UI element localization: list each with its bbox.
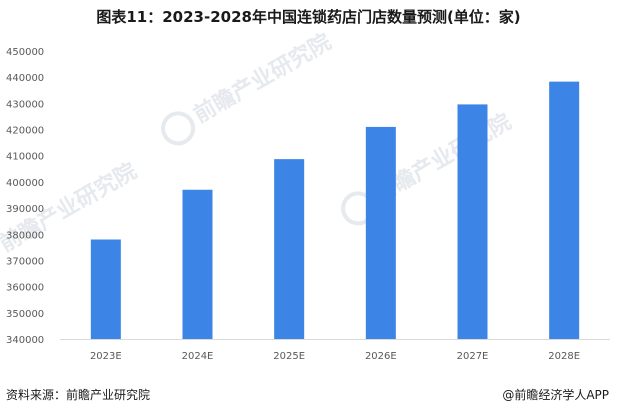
source-note: 资料来源：前瞻产业研究院: [6, 388, 151, 402]
y-tick-label: 400000: [6, 178, 44, 189]
x-tick-label: 2024E: [182, 351, 214, 362]
y-tick-label: 340000: [6, 335, 44, 346]
y-tick-label: 410000: [6, 152, 44, 163]
x-tick-label: 2027E: [457, 351, 489, 362]
bar: [457, 104, 488, 339]
y-tick-label: 420000: [6, 126, 44, 137]
bar: [274, 159, 305, 339]
y-tick-label: 370000: [6, 256, 44, 267]
x-tick-label: 2028E: [548, 351, 580, 362]
brand-note: @前瞻经济学人APP: [502, 388, 609, 402]
y-tick-label: 390000: [6, 204, 44, 215]
bar: [365, 126, 396, 339]
y-tick-label: 430000: [6, 99, 44, 110]
y-tick-label: 350000: [6, 309, 44, 320]
bar: [182, 189, 213, 339]
bar: [549, 81, 580, 340]
x-tick-label: 2023E: [90, 351, 122, 362]
y-tick-label: 440000: [6, 73, 44, 84]
x-tick-label: 2025E: [273, 351, 305, 362]
x-tick-label: 2026E: [365, 351, 397, 362]
y-tick-label: 450000: [6, 47, 44, 58]
bar: [90, 239, 121, 339]
chart-title: 图表11：2023-2028年中国连锁药店门店数量预测(单位：家): [96, 8, 521, 26]
y-tick-label: 380000: [6, 230, 44, 241]
y-tick-label: 360000: [6, 283, 44, 294]
